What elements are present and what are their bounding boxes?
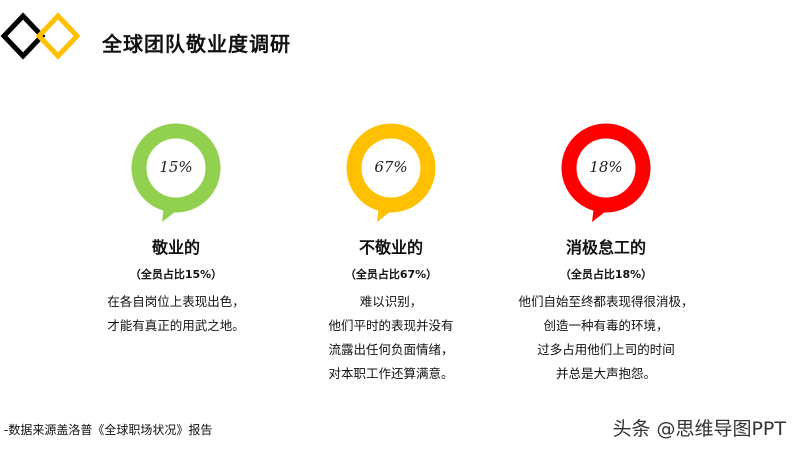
desc-line: 流露出任何负面情绪，: [328, 342, 454, 357]
stat-card-not-engaged: 67% 不敬业的 （全员占比67%） 难以识别， 他们平时的表现并没有 流露出任…: [281, 118, 501, 386]
category-description: 难以识别， 他们平时的表现并没有 流露出任何负面情绪， 对本职工作还算满意。: [281, 290, 501, 386]
category-subtitle: （全员占比18%）: [559, 268, 653, 281]
category-name: 消极怠工的: [565, 238, 646, 257]
speech-ring-icon: [346, 123, 436, 222]
logo-diamonds-icon: [0, 12, 81, 60]
speech-ring-icon: [131, 123, 221, 222]
stat-card-disengaged: 18% 消极怠工的 （全员占比18%） 他们自始至终都表现得很消极， 创造一种有…: [496, 118, 716, 386]
speech-ring-icon: [561, 123, 651, 222]
category-subtitle: （全员占比15%）: [129, 268, 223, 281]
category-description: 在各自岗位上表现出色， 才能有真正的用武之地。: [66, 290, 286, 338]
desc-line: 才能有真正的用武之地。: [107, 318, 245, 333]
desc-line: 创造一种有毒的环境，: [543, 318, 669, 333]
desc-line: 并总是大声抱怨。: [555, 366, 656, 381]
source-note: -数据来源盖洛普《全球职场状况》报告: [4, 423, 213, 437]
desc-line: 他们平时的表现并没有: [328, 318, 454, 333]
category-name: 敬业的: [151, 238, 200, 257]
percent-label: 67%: [374, 158, 408, 176]
page-title: 全球团队敬业度调研: [102, 32, 291, 56]
percent-label: 18%: [589, 158, 623, 176]
watermark: 头条 @思维导图PPT: [612, 418, 786, 440]
desc-line: 他们自始至终都表现得很消极，: [518, 294, 694, 309]
desc-line: 对本职工作还算满意。: [328, 366, 454, 381]
category-subtitle: （全员占比67%）: [344, 268, 438, 281]
category-description: 他们自始至终都表现得很消极， 创造一种有毒的环境， 过多占用他们上司的时间 并总…: [496, 290, 716, 386]
desc-line: 难以识别，: [359, 294, 423, 309]
desc-line: 过多占用他们上司的时间: [537, 342, 675, 357]
category-name: 不敬业的: [358, 238, 423, 257]
percent-label: 15%: [159, 158, 193, 176]
desc-line: 在各自岗位上表现出色，: [107, 294, 245, 309]
stat-card-engaged: 15% 敬业的 （全员占比15%） 在各自岗位上表现出色， 才能有真正的用武之地…: [66, 118, 286, 338]
